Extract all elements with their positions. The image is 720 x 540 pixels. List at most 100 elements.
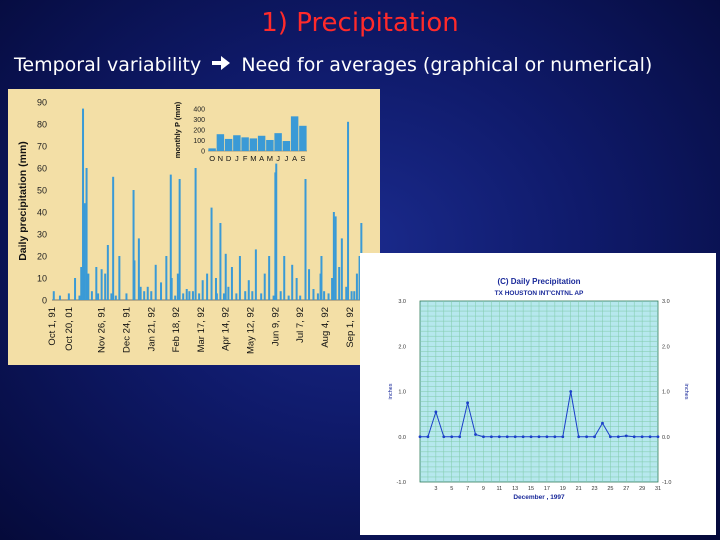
daily-bar (58, 295, 61, 300)
y-axis-label: Daily precipitation (mm) (17, 141, 29, 261)
inset-x-tick-label: A (292, 154, 297, 163)
precip-data-point (656, 435, 660, 439)
daily-bar (112, 176, 115, 300)
daily-bar (100, 269, 103, 300)
inset-x-tick-label: O (209, 154, 215, 163)
x-tick-label: 13 (512, 486, 518, 492)
precip-data-point (585, 435, 588, 439)
daily-bar (327, 293, 330, 300)
x-tick-label: Aug 4, 92 (320, 307, 331, 348)
daily-bar (312, 289, 315, 300)
inset-x-tick-label: A (259, 154, 264, 163)
inset-y-axis-label: monthly P (mm) (173, 101, 182, 158)
y-tick-label: 0 (42, 296, 47, 306)
precip-data-point (632, 435, 636, 439)
daily-bar (334, 216, 337, 300)
precip-data-point (474, 433, 477, 436)
daily-bar (244, 291, 247, 300)
daily-bar (97, 293, 100, 300)
precip-data-point (529, 435, 533, 439)
daily-bar (104, 273, 107, 300)
daily-bar (150, 291, 153, 300)
daily-bar (95, 267, 98, 300)
x-tick-label: Mar 17, 92 (196, 307, 207, 352)
precip-data-point (616, 435, 620, 439)
daily-bar (188, 291, 191, 300)
daily-precipitation-svg: 0 10 20 30 40 50 60 70 80 90 Daily precipitation (… (17, 98, 364, 354)
daily-bar (268, 256, 271, 300)
daily-bar (316, 293, 319, 300)
y-tick-label-right: 1.0 (662, 390, 670, 396)
precip-data-point (513, 435, 517, 439)
precip-data-point (593, 435, 596, 439)
precip-data-point (505, 435, 509, 439)
y-tick-label-right: 3.0 (662, 299, 670, 305)
precip-data-point (609, 435, 612, 439)
daily-bar (279, 291, 282, 300)
right-arrow-icon (211, 54, 231, 76)
y-tick-label-left: 0.0 (398, 435, 406, 441)
inset-y-tick-label: 100 (193, 138, 205, 145)
daily-bar (80, 267, 83, 300)
inset-x-tick-label: J (285, 154, 289, 163)
daily-bar (125, 293, 128, 300)
x-tick-label: 21 (576, 486, 582, 492)
y-tick-label-left: 1.0 (398, 390, 406, 396)
precip-data-point (553, 435, 557, 439)
daily-bar (260, 293, 263, 300)
y-tick-label: 80 (37, 120, 47, 130)
daily-bar (295, 278, 298, 300)
daily-bar (355, 273, 358, 300)
x-axis-label: December , 1997 (513, 494, 565, 501)
daily-bar (110, 293, 113, 300)
daily-bar (263, 273, 266, 300)
inset-monthly-bar (266, 139, 274, 151)
x-tick-label: 27 (623, 486, 629, 492)
inset-x-tick-label: J (276, 154, 280, 163)
daily-bar (350, 291, 353, 300)
precip-data-point (577, 435, 581, 439)
x-tick-label: May 12, 92 (246, 307, 257, 354)
slide-title: 1) Precipitation (261, 8, 459, 38)
daily-bar (169, 174, 172, 300)
daily-bar (331, 278, 334, 300)
y-tick-label: 60 (37, 164, 47, 174)
daily-bar (299, 295, 302, 300)
daily-bar (146, 286, 149, 300)
x-tick-label: 17 (544, 486, 550, 492)
inset-monthly-bar (257, 135, 266, 151)
precip-data-point (458, 435, 462, 439)
daily-bar (191, 291, 194, 300)
x-tick-label: Jun 9, 92 (270, 307, 281, 346)
y-axis-label-left: inches (388, 383, 394, 399)
x-tick-label: 5 (450, 486, 453, 492)
daily-bar (198, 293, 201, 300)
daily-bar (320, 256, 323, 300)
inset-x-tick-label: S (300, 154, 305, 163)
daily-bar (106, 245, 109, 300)
daily-bar (82, 108, 85, 300)
x-tick-label: Feb 18, 92 (171, 307, 182, 352)
inset-y-tick-label: 300 (193, 117, 205, 124)
inset-y-tick-label: 400 (193, 107, 205, 114)
daily-bar (247, 280, 250, 300)
x-tick-label: 9 (482, 486, 485, 492)
daily-bar (90, 291, 93, 300)
daily-bar (139, 286, 142, 300)
daily-bar (283, 256, 286, 300)
daily-bar (238, 256, 241, 300)
precip-data-point (482, 435, 485, 439)
daily-bar (114, 295, 117, 300)
daily-bar (251, 291, 254, 300)
daily-bar (185, 289, 188, 300)
y-tick-label-left: 3.0 (398, 299, 406, 305)
precip-data-point (624, 434, 628, 438)
daily-bar (345, 286, 348, 300)
daily-bar (176, 273, 179, 300)
daily-bar (338, 267, 341, 300)
x-tick-label: Oct 20, 01 (64, 307, 75, 351)
inset-monthly-bar (290, 116, 299, 151)
inset-monthly-bar (208, 148, 216, 151)
inset-y-tick-label: 200 (193, 128, 205, 135)
daily-bar (85, 168, 88, 300)
